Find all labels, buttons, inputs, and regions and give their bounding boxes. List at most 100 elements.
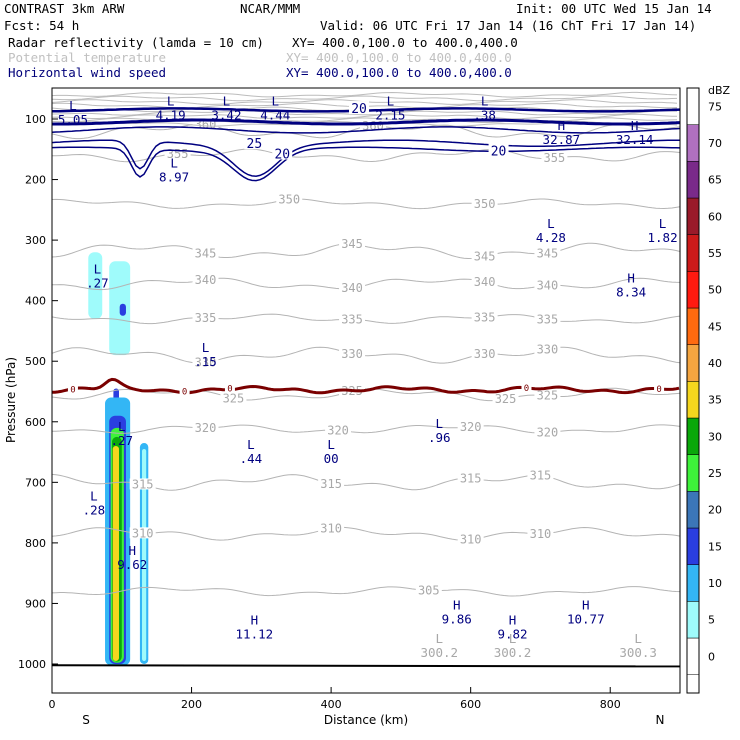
extremum-value: .27: [86, 275, 109, 290]
y-tick-label: 900: [25, 597, 46, 610]
extremum-value: 10.77: [567, 612, 605, 627]
extremum-value: 9.62: [117, 557, 147, 572]
colorbar-swatch: [686, 491, 700, 529]
theta-label-bg: [192, 421, 219, 433]
y-tick-label: 500: [25, 355, 46, 368]
extremum-type: L: [247, 437, 255, 452]
colorbar-level-label: 75: [708, 100, 722, 113]
y-tick-label: 200: [25, 174, 46, 187]
wind-label: 20: [491, 144, 507, 159]
colorbar: 0 5 10 15 20 25 30 35 40 45 50 55 60 65 70 75: [686, 87, 722, 694]
colorbar-level-label: 35: [708, 394, 722, 407]
theta-label-bg: [471, 250, 498, 262]
theta-label-bg: [359, 119, 386, 131]
theta-label-bg: [325, 424, 352, 436]
theta-label: 335: [195, 311, 217, 325]
theta-label: 310: [530, 527, 552, 541]
theta-label: 345: [341, 237, 363, 251]
reflectivity-cell: [88, 252, 103, 319]
extremum-type: L: [547, 216, 555, 231]
theta-label: 320: [327, 424, 349, 438]
y-tick-label: 300: [25, 234, 46, 247]
colorbar-swatch: [686, 87, 700, 125]
x-axis-label: Distance (km): [324, 713, 408, 727]
y-axis-label: Pressure (hPa): [4, 357, 18, 443]
theta-label-bg: [339, 282, 366, 294]
extremum-value: 4.28: [536, 230, 566, 245]
theta-label: 320: [460, 420, 482, 434]
extremum-value: 4.19: [156, 108, 186, 123]
header-init: Init: 00 UTC Wed 15 Jan 14: [516, 1, 712, 16]
colorbar-swatch: [686, 161, 700, 199]
theta-label-bg: [164, 148, 191, 160]
extremum-value: 8.34: [616, 285, 646, 300]
colorbar-swatch: [686, 454, 700, 492]
extremum-type: L: [118, 419, 126, 434]
y-tick-label: 600: [25, 416, 46, 429]
wind-contour-line: [52, 118, 681, 126]
theta-label: 335: [474, 310, 496, 324]
freezing-label-bg: [224, 383, 235, 394]
theta-label-bg: [534, 343, 561, 355]
theta-label-bg: [192, 273, 219, 285]
theta-label: 320: [537, 426, 559, 440]
extremum-type: H: [251, 613, 259, 628]
colorbar-swatch: [686, 197, 700, 235]
colorbar-swatch: [686, 307, 700, 345]
colorbar-level-label: 70: [708, 137, 722, 150]
colorbar-level-label: 55: [708, 247, 722, 260]
theta-label: 330: [341, 347, 363, 361]
theta-label-bg: [534, 279, 561, 291]
theta-label-bg: [471, 275, 498, 287]
extremum-value: .44: [240, 451, 263, 466]
extremum-type: H: [582, 598, 590, 613]
x-tick-label: 200: [181, 698, 202, 711]
extremum-value: 8.97: [159, 169, 189, 184]
extremum-type: H: [558, 118, 566, 133]
colorbar-swatch: [686, 381, 700, 419]
reflectivity-cell: [112, 446, 119, 661]
theta-label-bg: [471, 311, 498, 323]
theta-label: 355: [544, 151, 566, 165]
plot-frame: [51, 87, 681, 694]
freezing-label: 0: [227, 385, 232, 395]
extremum-type: L: [509, 631, 517, 646]
y-tick-label: 1000: [18, 658, 46, 671]
theta-contour-line: [52, 110, 678, 116]
wind-contour-line: [51, 139, 680, 177]
extremum-type: L: [90, 489, 98, 504]
colorbar-swatch: [686, 344, 700, 382]
colorbar-level-label: 25: [708, 467, 722, 480]
x-tick-label: 0: [49, 698, 56, 711]
theta-contour-line: [51, 473, 681, 491]
theta-label: 315: [530, 469, 552, 483]
theta-label-bg: [192, 247, 219, 259]
y-tick-label: 100: [25, 113, 46, 126]
extremum-type: L: [94, 261, 102, 276]
extremum-value: 2.15: [375, 108, 405, 123]
extremum-value: .38: [473, 108, 496, 123]
wind-label-bg: [272, 146, 293, 160]
theta-label: 340: [537, 279, 559, 293]
extremum-value: 9.86: [442, 612, 472, 627]
theta-label: 325: [537, 389, 559, 403]
theta-contour-line: [51, 313, 681, 325]
extremum-type: H: [453, 598, 461, 613]
x-tick-label: 800: [600, 698, 621, 711]
extremum-type: L: [69, 98, 77, 113]
theta-label-bg: [527, 527, 554, 539]
extremum-value: .27: [110, 433, 133, 448]
theta-label-bg: [339, 347, 366, 359]
theta-contour-line: [51, 198, 681, 210]
theta-label-bg: [339, 313, 366, 325]
extremum-value: 5.05: [58, 112, 88, 127]
theta-label: 310: [320, 521, 342, 535]
extremum-value: 3.42: [211, 108, 241, 123]
theta-label: 345: [537, 246, 559, 260]
theta-label-bg: [471, 197, 498, 209]
extremum-type: L: [481, 94, 489, 109]
theta-contour-line: [51, 91, 678, 98]
wind-label: 25: [247, 137, 263, 152]
field-theta-name: Potential temperature: [8, 50, 166, 65]
theta-label: 315: [320, 477, 342, 491]
